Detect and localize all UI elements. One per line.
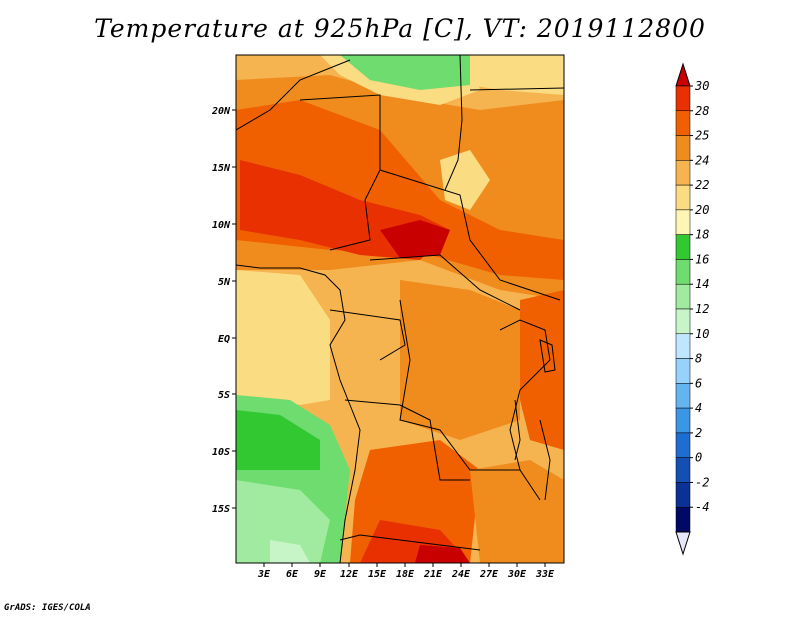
colorbar-label: 4	[695, 401, 702, 415]
lon-tick: 18E	[396, 563, 415, 580]
colorbar-segment	[675, 160, 691, 186]
colorbar-label: 30	[694, 79, 709, 93]
colorbar-segment	[675, 407, 691, 434]
colorbar-segment	[675, 482, 691, 508]
lon-tick: 24E	[451, 563, 471, 580]
map-frame	[235, 54, 565, 564]
colorbar-segment	[675, 457, 691, 483]
colorbar-label: 8	[695, 352, 702, 366]
lon-label: 9E	[314, 569, 327, 580]
lon-label: 30E	[507, 569, 527, 580]
colorbar-top-triangle	[675, 62, 691, 87]
lon-tick: 27E	[479, 563, 499, 580]
colorbar-segment	[675, 135, 691, 161]
temperature-field	[236, 55, 564, 563]
colorbar-bottom-triangle	[675, 531, 691, 556]
lat-label: 10S	[212, 447, 230, 458]
lon-label: 6E	[286, 569, 299, 580]
colorbar-label: 6	[695, 376, 702, 390]
lat-label: 20N	[211, 106, 231, 117]
credit-label: GrADS: IGES/COLA	[4, 603, 91, 613]
lat-tick: 20N	[211, 106, 236, 117]
lon-label: 12E	[340, 569, 359, 580]
lat-label: 15S	[212, 504, 230, 515]
colorbar-label: 2	[695, 426, 702, 440]
lon-label: 27E	[479, 569, 499, 580]
chart-title: Temperature at 925hPa [C], VT: 201911280…	[94, 14, 706, 43]
lat-label: EQ	[218, 334, 230, 345]
colorbar-segment	[675, 234, 691, 260]
colorbar-label: 28	[695, 104, 709, 118]
colorbar-label: 0	[695, 451, 702, 465]
lat-tick: 10N	[212, 220, 236, 231]
colorbar-label: 24	[695, 153, 709, 167]
lon-tick: 9E	[314, 563, 327, 580]
colorbar-segment	[675, 259, 691, 285]
colorbar-label: -4	[695, 500, 709, 514]
lat-label: 15N	[212, 163, 231, 174]
lon-tick: 30E	[507, 563, 527, 580]
colorbar-label: 22	[695, 178, 709, 192]
colorbar-label: 16	[695, 252, 709, 266]
colorbar-segment	[675, 308, 691, 335]
lat-tick: 15N	[212, 163, 236, 174]
colorbar-segment	[675, 506, 691, 533]
colorbar-segment	[675, 358, 691, 384]
lon-label: 24E	[451, 569, 471, 580]
colorbar-label: 18	[695, 228, 709, 242]
lat-label: 5S	[218, 390, 230, 401]
lat-tick: EQ	[218, 334, 236, 345]
lon-label: 15E	[368, 569, 387, 580]
lon-tick: 33E	[535, 563, 555, 580]
lon-tick: 6E	[286, 563, 299, 580]
lon-tick: 3E	[257, 563, 271, 580]
lat-label: 10N	[212, 220, 231, 231]
lon-tick: 21E	[423, 563, 443, 580]
colorbar-label: 25	[695, 129, 709, 143]
lon-label: 3E	[257, 569, 271, 580]
lat-label: 5N	[218, 277, 231, 288]
colorbar-segment	[675, 184, 691, 211]
longitude-axis: 3E 6E 9E 12E 15E 18E 21E 24E 27E 30E 33E	[257, 563, 555, 580]
country-borders	[236, 55, 564, 563]
lon-label: 33E	[535, 569, 555, 580]
lat-tick: 15S	[212, 504, 236, 515]
colorbar-segment	[675, 110, 691, 136]
lat-tick: 10S	[212, 447, 236, 458]
latitude-axis: 20N 15N 10N 5N EQ 5S 10S 15S	[211, 106, 236, 515]
lon-label: 21E	[423, 569, 443, 580]
lat-tick: 5N	[218, 277, 236, 288]
lat-tick: 5S	[218, 390, 236, 401]
colorbar-segment	[675, 333, 691, 359]
colorbar-label: 20	[695, 203, 709, 217]
colorbar-label: 10	[695, 327, 709, 341]
colorbar-label: 12	[695, 302, 709, 316]
colorbar-label: 14	[695, 277, 709, 291]
colorbar-segment	[675, 85, 691, 112]
lon-tick: 15E	[368, 563, 387, 580]
lon-label: 18E	[396, 569, 415, 580]
colorbar-label: -2	[695, 475, 709, 489]
colorbar-segment	[675, 209, 691, 235]
colorbar-segment	[675, 283, 691, 310]
lon-tick: 12E	[340, 563, 359, 580]
colorbar-segment	[675, 383, 691, 409]
colorbar-segment	[675, 432, 691, 458]
